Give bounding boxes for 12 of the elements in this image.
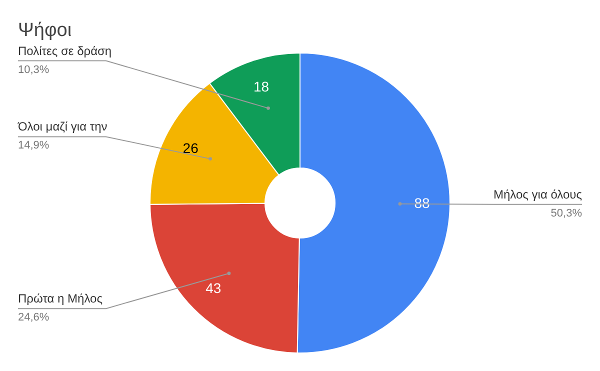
data-label: 43 bbox=[206, 280, 222, 296]
chart-title: Ψήφοι bbox=[18, 20, 72, 41]
data-label: 26 bbox=[182, 140, 199, 156]
text: 10,3% bbox=[18, 64, 50, 76]
text: 14,9% bbox=[18, 140, 50, 152]
slice-label: Πρώτα η Μήλος bbox=[18, 292, 103, 306]
slice-label: Πολίτες σε δράση bbox=[18, 44, 112, 58]
slice-label: Μήλος για όλους bbox=[494, 187, 582, 202]
text: 24,6% bbox=[18, 312, 50, 324]
text: 50,3% bbox=[550, 207, 582, 220]
slice-label: Όλοι μαζί για την bbox=[17, 120, 108, 134]
data-label: 18 bbox=[253, 78, 270, 94]
